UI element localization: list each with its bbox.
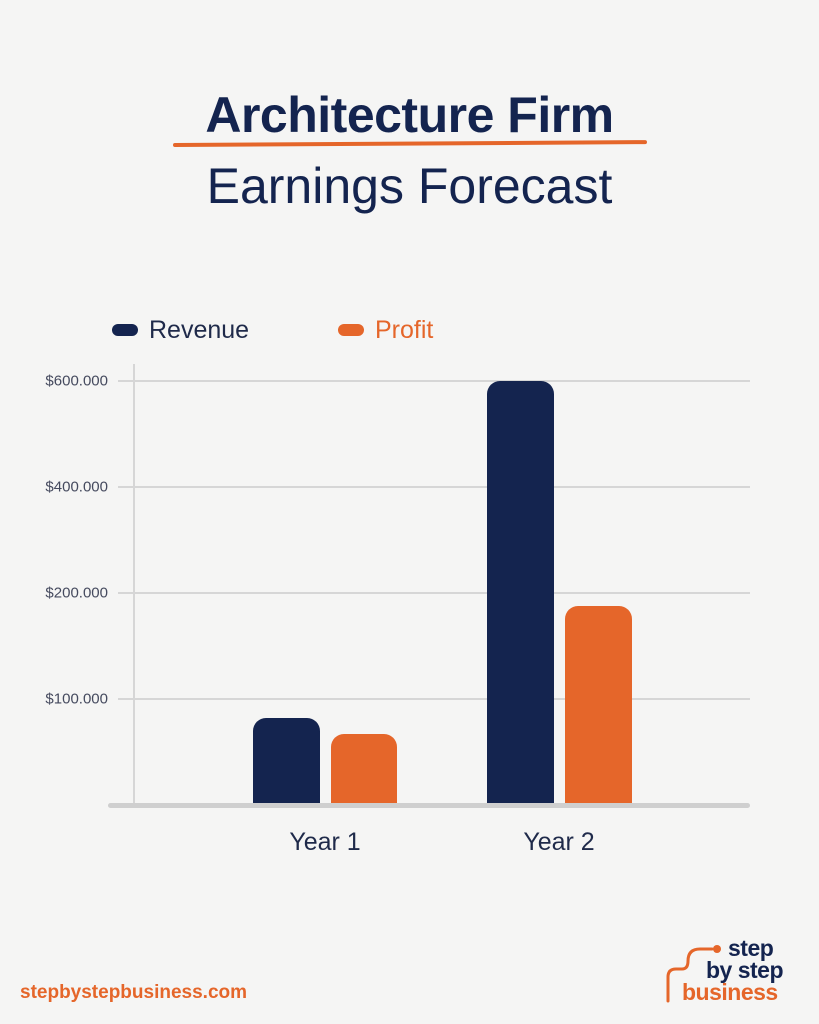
y-tick-label: $400.000 [45, 478, 108, 496]
gridline-600k [118, 380, 750, 382]
x-tick-label: Year 2 [523, 828, 595, 856]
legend-item-revenue: Revenue [112, 314, 249, 346]
bar-year2-revenue [487, 381, 554, 805]
y-tick-label: $600.000 [45, 372, 108, 390]
gridline-200k [118, 592, 750, 594]
y-tick-label: $100.000 [45, 690, 108, 708]
legend-label: Revenue [149, 315, 250, 344]
gridline-100k [118, 698, 750, 700]
logo-text-by-step: by step [706, 957, 784, 983]
y-axis-line [133, 364, 135, 806]
logo-text-business: business [682, 979, 778, 1005]
y-tick-label: $200.000 [45, 584, 108, 602]
legend-item-profit: Profit [338, 314, 433, 346]
brand-logo: step by step business [662, 935, 792, 1005]
profit-swatch-icon [338, 324, 364, 336]
x-axis-baseline [108, 803, 750, 808]
footer-website-link[interactable]: stepbystepbusiness.com [20, 982, 248, 1003]
bar-year2-profit [565, 606, 632, 805]
title-line-1: Architecture Firm [205, 87, 614, 143]
bar-year1-profit [331, 734, 397, 805]
revenue-swatch-icon [112, 324, 138, 336]
x-tick-label: Year 1 [289, 828, 361, 856]
legend-label: Profit [375, 315, 434, 344]
bar-year1-revenue [253, 718, 320, 805]
title-line-2: Earnings Forecast [206, 158, 613, 214]
logo-text-step: step [728, 935, 774, 961]
chart-title: Architecture Firm [0, 84, 819, 146]
gridline-400k [118, 486, 750, 488]
logo-steps-icon [666, 945, 721, 1003]
